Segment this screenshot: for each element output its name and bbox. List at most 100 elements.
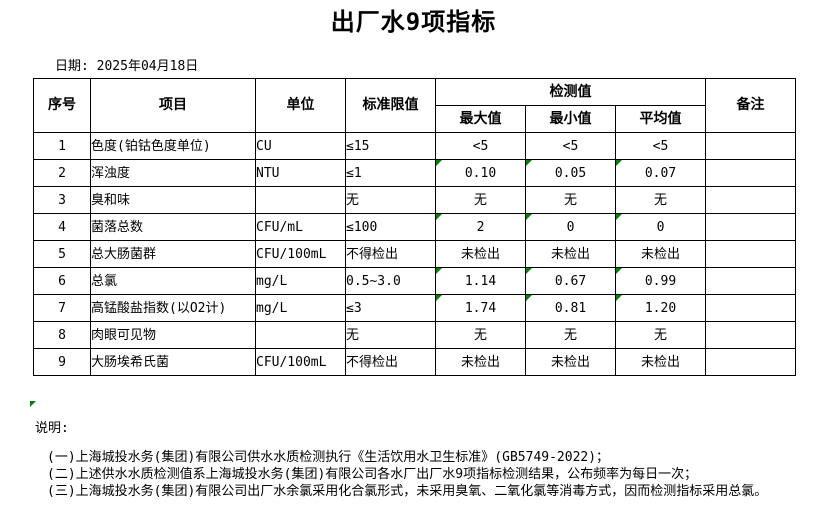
cell-seq: 8 [33, 321, 91, 349]
cell-corner-marker-icon [616, 160, 622, 166]
cell-limit: ≤15 [345, 132, 436, 160]
cell-limit: ≤3 [345, 294, 436, 322]
table-row: 6 总氯 mg/L 0.5~3.0 1.14 0.67 0.99 [33, 267, 797, 295]
cell-max: 未检出 [435, 240, 526, 268]
cell-seq: 7 [33, 294, 91, 322]
table-row: 5 总大肠菌群 CFU/100mL 不得检出 未检出 未检出 未检出 [33, 240, 797, 268]
notes-label: 说明: [35, 421, 69, 436]
notes-block: (一)上海城投水务(集团)有限公司供水水质检测执行《生活饮用水卫生标准》(GB5… [47, 449, 767, 500]
cell-remark [705, 132, 797, 160]
cell-avg: 0 [614, 213, 707, 241]
cell-corner-marker-icon [526, 268, 532, 274]
cell-limit: 不得检出 [345, 348, 436, 376]
page-title: 出厂水9项指标 [330, 8, 497, 36]
cell-min: 0.67 [525, 267, 616, 295]
cell-seq: 2 [33, 159, 91, 187]
header-limit: 标准限值 [345, 78, 436, 133]
cell-unit: CFU/mL [255, 213, 346, 241]
cell-item: 总大肠菌群 [90, 240, 256, 268]
cell-corner-marker-icon [616, 214, 622, 220]
cell-item: 臭和味 [90, 186, 256, 214]
cell-seq: 9 [33, 348, 91, 376]
cell-min: 0.81 [525, 294, 616, 322]
cell-limit: 0.5~3.0 [345, 267, 436, 295]
table-row: 4 菌落总数 CFU/mL ≤100 2 0 0 [33, 213, 797, 241]
cell-limit: ≤100 [345, 213, 436, 241]
report-date: 日期: 2025年04月18日 [55, 55, 198, 74]
cell-corner-marker-icon [616, 268, 622, 274]
cell-limit: 不得检出 [345, 240, 436, 268]
cell-min: <5 [525, 132, 616, 160]
header-min: 最小值 [525, 105, 616, 133]
cell-corner-marker-icon [526, 295, 532, 301]
cell-unit [255, 321, 346, 349]
cell-item: 浑浊度 [90, 159, 256, 187]
cell-corner-marker-icon [616, 295, 622, 301]
cell-min: 0 [525, 213, 616, 241]
cell-unit: CFU/100mL [255, 240, 346, 268]
cell-limit: ≤1 [345, 159, 436, 187]
cell-avg: <5 [614, 132, 707, 160]
cell-avg: 未检出 [614, 240, 707, 268]
table-row: 7 高锰酸盐指数(以O2计) mg/L ≤3 1.74 0.81 1.20 [33, 294, 797, 322]
cell-remark [705, 321, 797, 349]
cell-corner-marker-icon [526, 160, 532, 166]
cell-min: 未检出 [525, 240, 616, 268]
cell-unit: mg/L [255, 294, 346, 322]
cell-item: 总氯 [90, 267, 256, 295]
cell-avg: 0.07 [614, 159, 707, 187]
cell-avg: 无 [614, 321, 707, 349]
cell-corner-marker-icon [526, 214, 532, 220]
date-value: 2025年04月18日 [96, 59, 199, 74]
table-row: 9 大肠埃希氏菌 CFU/100mL 不得检出 未检出 未检出 未检出 [33, 348, 797, 376]
cell-unit: CFU/100mL [255, 348, 346, 376]
cell-unit [255, 186, 346, 214]
header-remark: 备注 [705, 78, 797, 133]
indicator-table: 序号 项目 单位 标准限值 检测值 备注 最大值 最小值 平均值 1 色度(铂钴色… [33, 78, 797, 376]
cell-remark [705, 186, 797, 214]
cell-item: 色度(铂钴色度单位) [90, 132, 256, 160]
cell-corner-marker-icon [436, 268, 442, 274]
cell-min: 0.05 [525, 159, 616, 187]
cell-unit: CU [255, 132, 346, 160]
cell-min: 未检出 [525, 348, 616, 376]
header-seq: 序号 [33, 78, 91, 133]
table-row: 1 色度(铂钴色度单位) CU ≤15 <5 <5 <5 [33, 132, 797, 160]
table-header: 序号 项目 单位 标准限值 检测值 备注 最大值 最小值 平均值 [33, 78, 797, 133]
cell-max: 2 [435, 213, 526, 241]
cell-item: 大肠埃希氏菌 [90, 348, 256, 376]
cell-max: 无 [435, 186, 526, 214]
cell-remark [705, 348, 797, 376]
header-avg: 平均值 [614, 105, 707, 133]
note-line: (三)上海城投水务(集团)有限公司出厂水余氯采用化合氯形式，未采用臭氧、二氧化氯… [47, 484, 768, 499]
cell-avg: 0.99 [614, 267, 707, 295]
cell-unit: NTU [255, 159, 346, 187]
cell-seq: 4 [33, 213, 91, 241]
cell-max: 1.74 [435, 294, 526, 322]
cell-corner-marker-icon [436, 160, 442, 166]
header-unit: 单位 [255, 78, 346, 133]
cell-max: 无 [435, 321, 526, 349]
stray-cell-marker-icon [30, 401, 36, 407]
cell-avg: 1.20 [614, 294, 707, 322]
cell-corner-marker-icon [436, 214, 442, 220]
cell-max: 未检出 [435, 348, 526, 376]
cell-min: 无 [525, 321, 616, 349]
cell-limit: 无 [345, 186, 436, 214]
cell-limit: 无 [345, 321, 436, 349]
cell-seq: 6 [33, 267, 91, 295]
cell-seq: 3 [33, 186, 91, 214]
cell-remark [705, 267, 797, 295]
table-row: 2 浑浊度 NTU ≤1 0.10 0.05 0.07 [33, 159, 797, 187]
cell-seq: 1 [33, 132, 91, 160]
cell-item: 菌落总数 [90, 213, 256, 241]
cell-unit: mg/L [255, 267, 346, 295]
cell-remark [705, 240, 797, 268]
cell-min: 无 [525, 186, 616, 214]
cell-remark [705, 294, 797, 322]
header-detection: 检测值 [434, 78, 707, 106]
cell-max: 0.10 [435, 159, 526, 187]
cell-corner-marker-icon [436, 295, 442, 301]
cell-item: 肉眼可见物 [90, 321, 256, 349]
header-item: 项目 [90, 78, 256, 133]
